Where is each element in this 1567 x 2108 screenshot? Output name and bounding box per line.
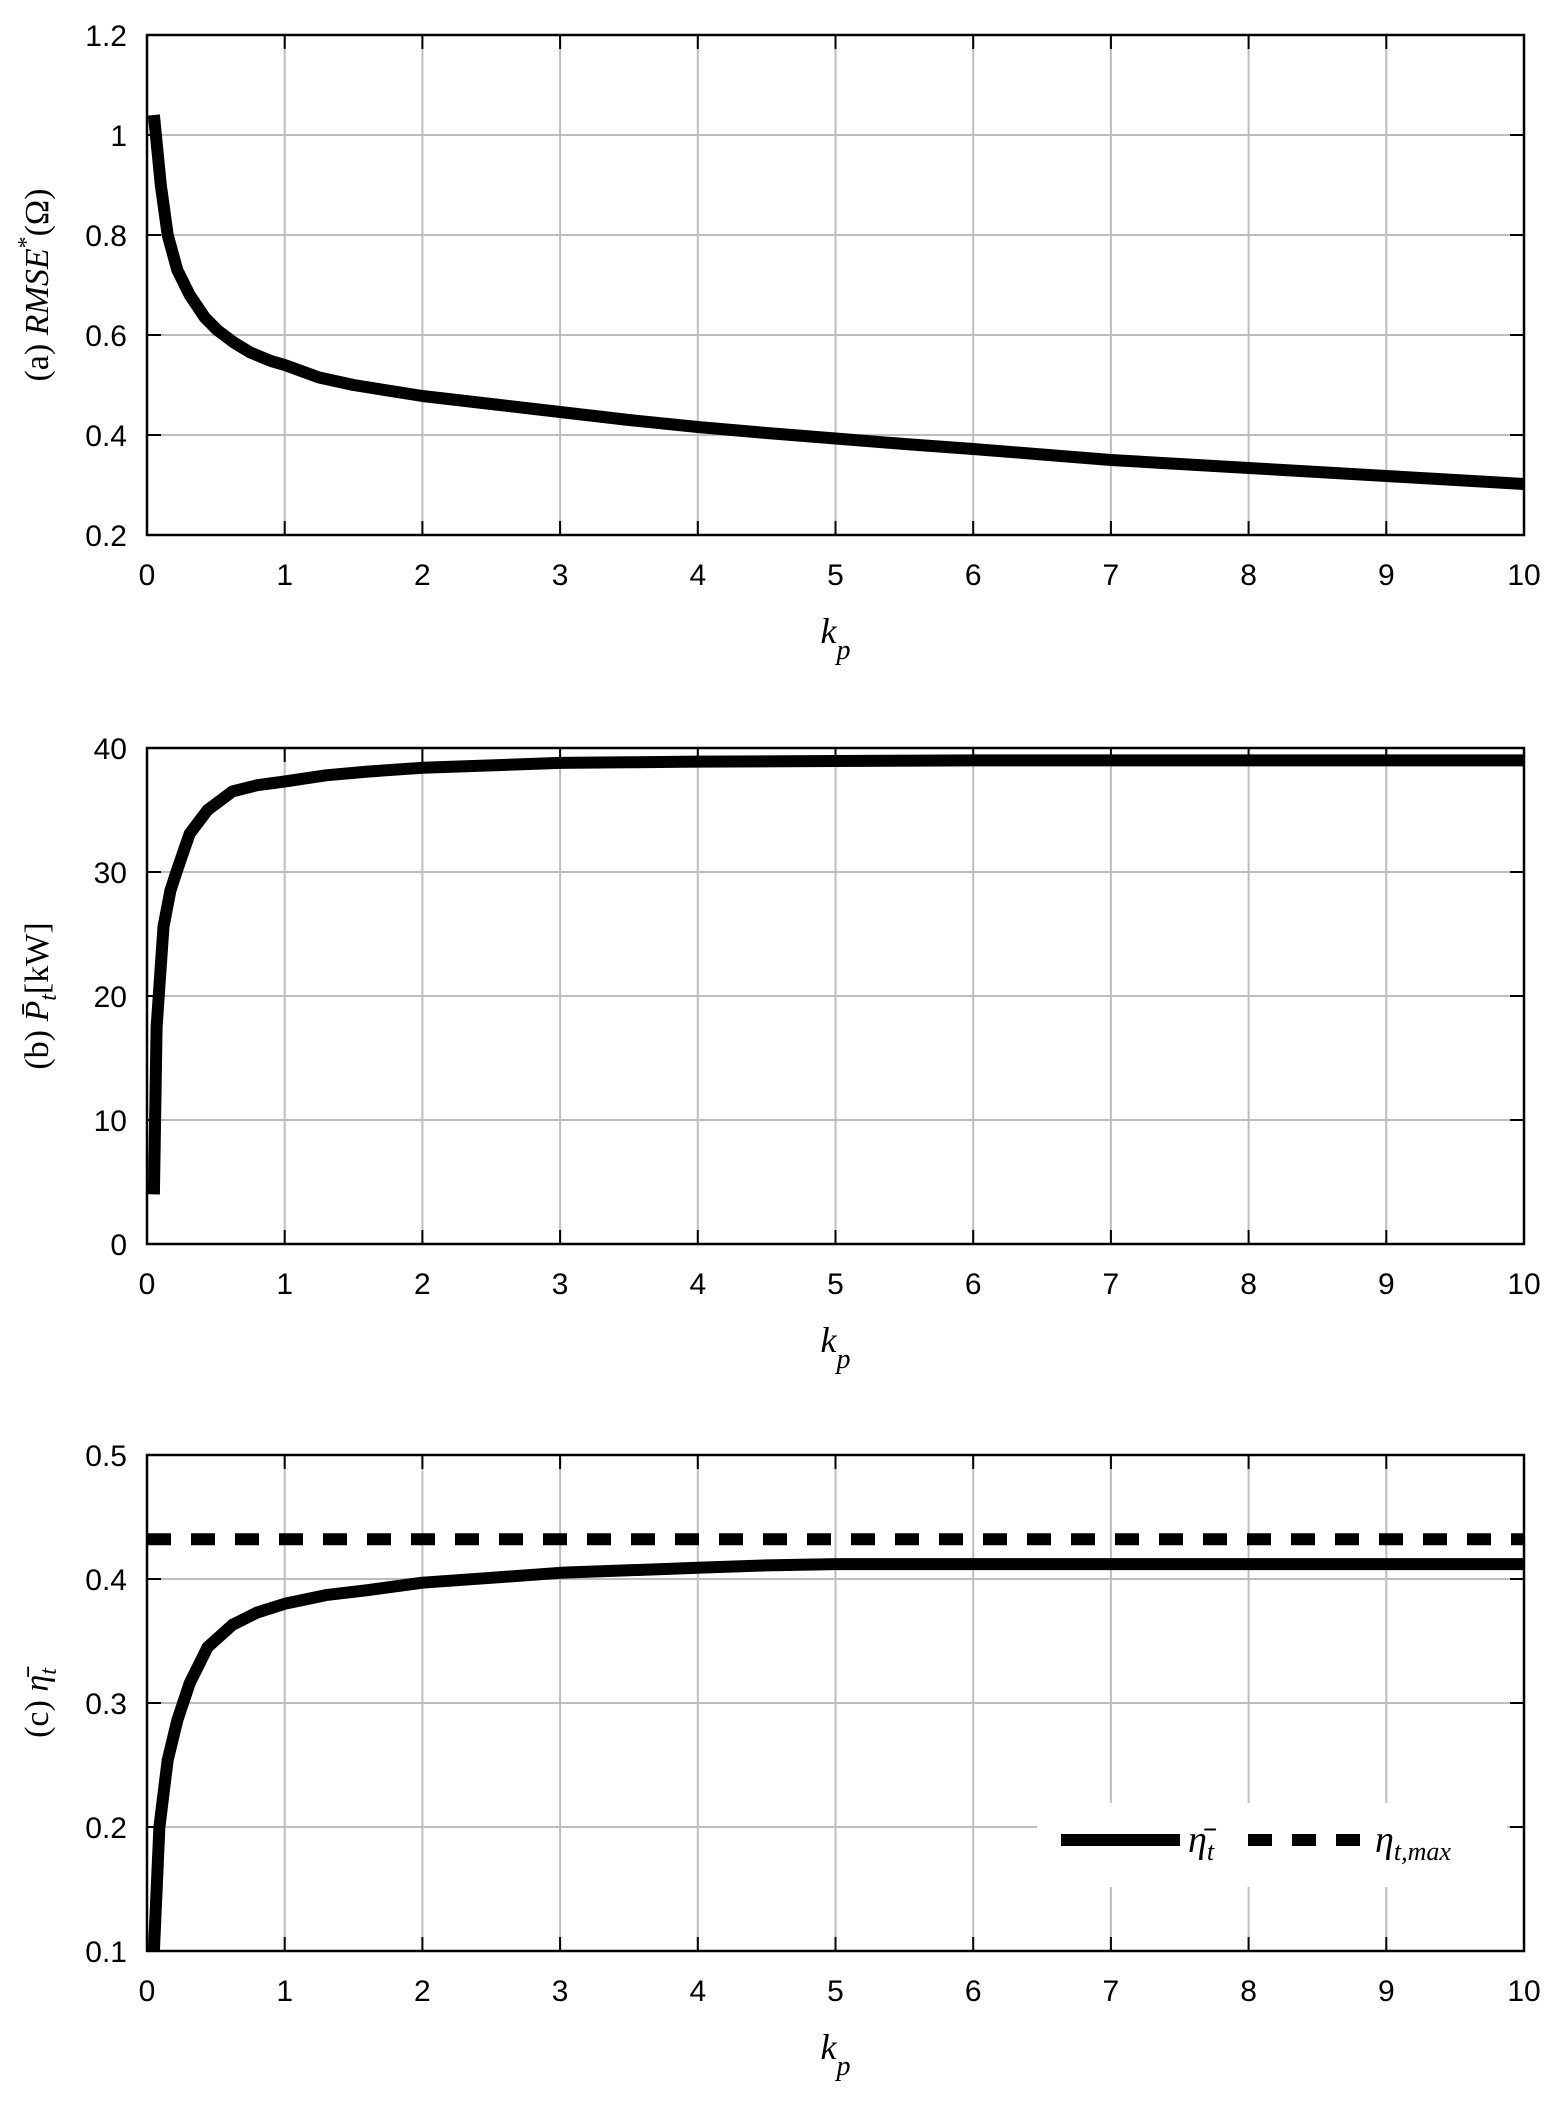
x-tick-label: 9 bbox=[1378, 1268, 1395, 1301]
x-tick-label: 9 bbox=[1378, 1975, 1395, 2008]
x-tick-label: 1 bbox=[276, 559, 293, 592]
y-tick-label: 0.1 bbox=[85, 1936, 127, 1969]
x-tick-label: 0 bbox=[139, 1975, 156, 2008]
panel-c-x-tick-labels: 0 1 2 3 4 5 6 7 8 9 10 bbox=[139, 1975, 1541, 2008]
x-tick-label: 3 bbox=[552, 559, 569, 592]
panel-b-x-axis-label: kp bbox=[821, 1320, 851, 1375]
panel-c-y-axis-label: (c) η̄t bbox=[19, 1666, 62, 1738]
panel-c-y-tick-labels: 0.1 0.2 0.3 0.4 0.5 bbox=[85, 1440, 127, 1969]
panel-a-x-axis-label: kp bbox=[821, 611, 851, 666]
x-tick-label: 0 bbox=[139, 559, 156, 592]
panel-a-ticks bbox=[146, 34, 1525, 536]
y-tick-label: 1 bbox=[110, 120, 127, 153]
y-tick-label: 0.2 bbox=[85, 520, 127, 553]
x-tick-label: 5 bbox=[827, 1268, 844, 1301]
x-tick-label: 7 bbox=[1103, 559, 1120, 592]
panel-a-grid bbox=[147, 35, 1524, 535]
x-tick-label: 1 bbox=[276, 1975, 293, 2008]
x-tick-label: 3 bbox=[552, 1975, 569, 2008]
x-tick-label: 8 bbox=[1240, 1268, 1257, 1301]
panel-c-x-axis-label: kp bbox=[821, 2027, 851, 2082]
x-tick-label: 4 bbox=[689, 1268, 706, 1301]
x-tick-label: 9 bbox=[1378, 559, 1395, 592]
y-tick-label: 0.3 bbox=[85, 1688, 127, 1721]
legend-entry-eta-bar: η̄t bbox=[1061, 1819, 1217, 1866]
panel-c-series bbox=[147, 1533, 1524, 1952]
x-tick-label: 2 bbox=[414, 559, 431, 592]
panel-a-series bbox=[147, 114, 1525, 490]
x-tick-label: 7 bbox=[1103, 1268, 1120, 1301]
panel-a-y-tick-labels: 0.2 0.4 0.6 0.8 1 1.2 bbox=[85, 20, 127, 553]
x-tick-label: 7 bbox=[1103, 1975, 1120, 2008]
x-tick-label: 5 bbox=[827, 1975, 844, 2008]
x-tick-label: 10 bbox=[1507, 1975, 1540, 2008]
x-tick-label: 5 bbox=[827, 559, 844, 592]
x-tick-label: 2 bbox=[414, 1975, 431, 2008]
x-tick-label: 6 bbox=[965, 559, 982, 592]
panel-b-grid bbox=[147, 748, 1524, 1244]
y-tick-label: 0.4 bbox=[85, 420, 127, 453]
panel-b-series bbox=[147, 754, 1524, 1195]
panel-b-ticks bbox=[146, 747, 1525, 1245]
y-tick-label: 0.2 bbox=[85, 1812, 127, 1845]
panel-a-y-axis-label: (a) RMSE*(Ω) bbox=[14, 188, 56, 381]
panel-a-x-tick-labels: 0 1 2 3 4 5 6 7 8 9 10 bbox=[139, 559, 1541, 592]
y-tick-label: 0.8 bbox=[85, 220, 127, 253]
y-tick-label: 1.2 bbox=[85, 20, 127, 53]
solid-series-line bbox=[147, 1558, 1524, 1952]
x-tick-label: 2 bbox=[414, 1268, 431, 1301]
x-tick-label: 1 bbox=[276, 1268, 293, 1301]
y-tick-label: 0.5 bbox=[85, 1440, 127, 1473]
x-tick-label: 8 bbox=[1240, 559, 1257, 592]
legend-entry-eta-max: ηt,max bbox=[1248, 1819, 1451, 1866]
panel-b-y-tick-labels: 0 10 20 30 40 bbox=[94, 733, 127, 1262]
x-tick-label: 8 bbox=[1240, 1975, 1257, 2008]
x-tick-label: 6 bbox=[965, 1975, 982, 2008]
y-tick-label: 0.6 bbox=[85, 320, 127, 353]
x-tick-label: 0 bbox=[139, 1268, 156, 1301]
y-tick-label: 40 bbox=[94, 733, 127, 766]
solid-series-line bbox=[147, 754, 1524, 1195]
panel-b-power: 0 1 2 3 4 5 6 7 8 9 10 0 10 20 30 40 kp (b) P̄t[kW] bbox=[19, 733, 1541, 1375]
panel-b-x-tick-labels: 0 1 2 3 4 5 6 7 8 9 10 bbox=[139, 1268, 1541, 1301]
x-tick-label: 3 bbox=[552, 1268, 569, 1301]
y-tick-label: 10 bbox=[94, 1105, 127, 1138]
x-tick-label: 10 bbox=[1507, 559, 1540, 592]
y-tick-label: 20 bbox=[94, 981, 127, 1014]
y-tick-label: 0.4 bbox=[85, 1564, 127, 1597]
legend-label-eta-max: ηt,max bbox=[1375, 1819, 1451, 1866]
y-tick-label: 30 bbox=[94, 857, 127, 890]
panel-c-ticks bbox=[146, 1454, 1525, 1952]
panel-c-legend: η̄t ηt,max bbox=[1037, 1803, 1507, 1887]
x-tick-label: 4 bbox=[689, 559, 706, 592]
panel-c-efficiency: 0 1 2 3 4 5 6 7 8 9 10 0.10.20.30.40.5 kp (c) η̄t … bbox=[19, 1440, 1541, 2082]
panel-b-y-axis-label: (b) P̄t[kW] bbox=[19, 922, 62, 1069]
x-tick-label: 4 bbox=[689, 1975, 706, 2008]
solid-series-line bbox=[147, 114, 1525, 490]
y-tick-label: 0 bbox=[110, 1229, 127, 1262]
x-tick-label: 6 bbox=[965, 1268, 982, 1301]
x-tick-label: 10 bbox=[1507, 1268, 1540, 1301]
panel-a-rmse: 0 1 2 3 4 5 6 7 8 9 10 0.2 0.4 0.6 0.8 1 1.2 kp (a) RMS… bbox=[14, 20, 1541, 666]
